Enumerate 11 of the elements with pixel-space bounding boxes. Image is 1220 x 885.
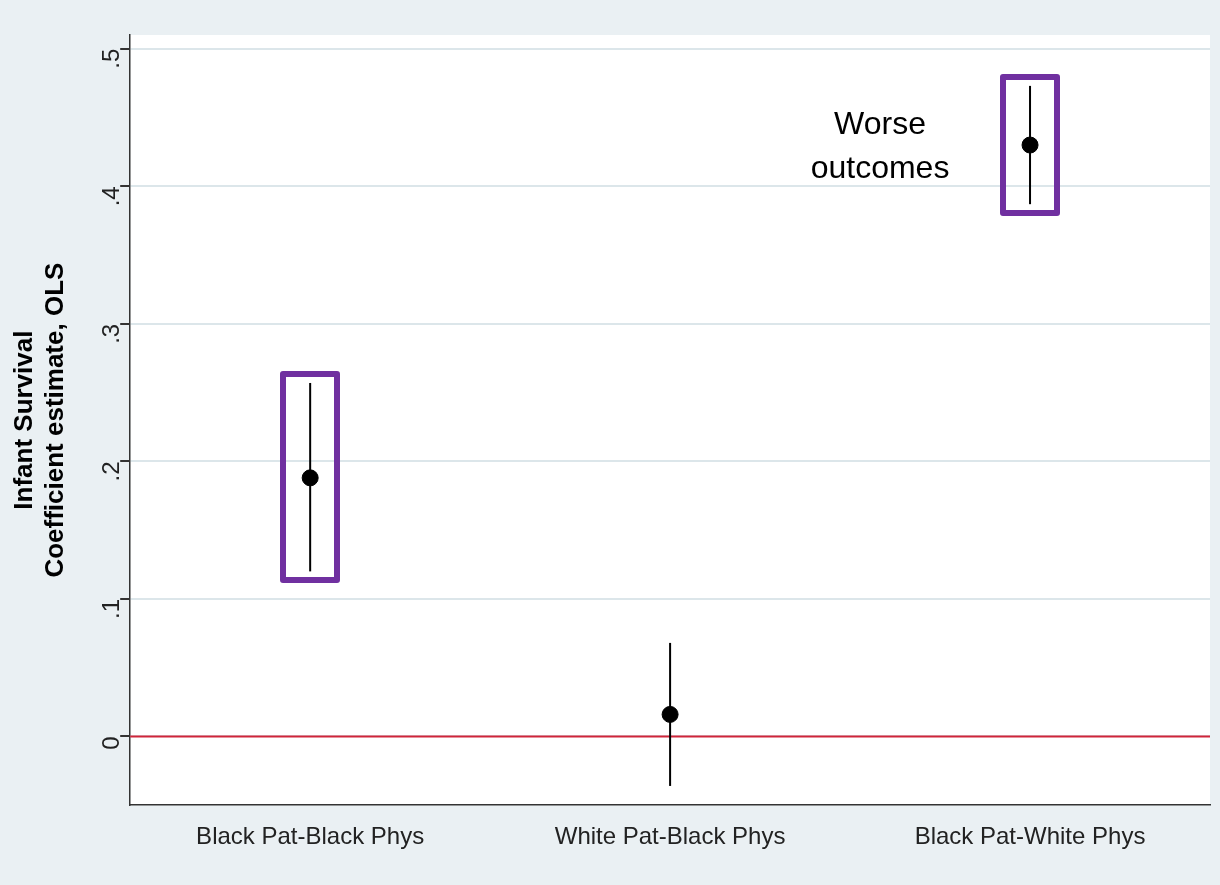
- y-axis-title: Infant Survival Coefficient estimate, OLS: [7, 262, 69, 578]
- y-tick-label: .1: [96, 598, 124, 619]
- y-tick-label: .3: [96, 323, 124, 344]
- y-tick-label: .2: [96, 461, 124, 482]
- y-tick-label: .5: [96, 48, 124, 69]
- x-tick-label: Black Pat-Black Phys: [196, 822, 425, 850]
- x-tick-label: White Pat-Black Phys: [554, 822, 786, 850]
- y-tick-label: .4: [96, 186, 124, 207]
- annotation: Worse outcomes: [810, 105, 950, 186]
- y-tick-label: 0: [96, 736, 124, 750]
- x-tick-label: Black Pat-White Phys: [914, 822, 1146, 850]
